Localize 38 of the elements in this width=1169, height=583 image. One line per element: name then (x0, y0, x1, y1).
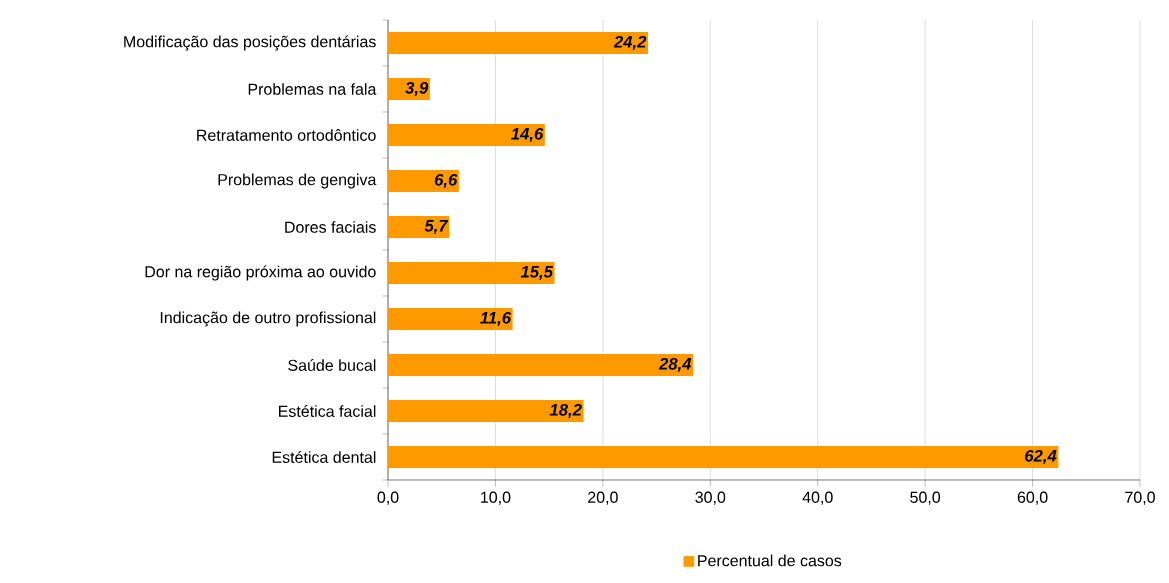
bar (388, 446, 1059, 468)
data-label: 24,2 (613, 35, 647, 51)
y-tick-label: Dor na região próxima ao ouvido (145, 265, 376, 281)
bar (388, 400, 584, 422)
data-label: 5,7 (424, 219, 449, 235)
y-tick-label: Modificação das posições dentárias (124, 35, 376, 51)
bar (388, 308, 513, 330)
y-tick-label: Estética dental (272, 451, 376, 463)
data-label: 3,9 (405, 81, 429, 97)
x-tick-label: 20,0 (588, 491, 618, 505)
data-label: 11,6 (480, 311, 512, 327)
x-tick-label: 60,0 (1017, 491, 1048, 505)
bar (388, 31, 648, 54)
data-label: 15,5 (520, 265, 554, 281)
y-tick-label: Indicação de outro profissional (160, 311, 376, 327)
x-tick-label: 30,0 (695, 491, 726, 505)
y-tick-label: Saúde bucal (288, 359, 376, 371)
legend-label: Percentual de casos (698, 554, 842, 567)
y-tick-label: Dores faciais (285, 221, 376, 233)
x-tick-label: 50,0 (910, 491, 941, 505)
bar (388, 262, 555, 284)
bar (388, 124, 545, 146)
x-tick-label: 70,0 (1125, 491, 1155, 505)
data-label: 28,4 (658, 357, 692, 373)
data-label: 62,4 (1025, 449, 1057, 465)
data-label: 14,6 (511, 127, 544, 143)
bar (388, 354, 694, 376)
bar (388, 170, 459, 192)
y-tick-label: Problemas na fala (248, 83, 377, 95)
x-tick-label: 40,0 (802, 491, 833, 505)
y-tick-label: Problemas de gengiva (218, 173, 377, 189)
y-tick-label: Retratamento ortodôntico (197, 129, 376, 141)
data-label: 18,2 (549, 403, 582, 419)
data-label: 6,6 (434, 173, 458, 189)
bar (388, 216, 450, 238)
y-tick-label: Estética facial (279, 405, 376, 417)
x-tick-label: 0,0 (377, 491, 399, 505)
x-tick-label: 10,0 (481, 491, 511, 505)
